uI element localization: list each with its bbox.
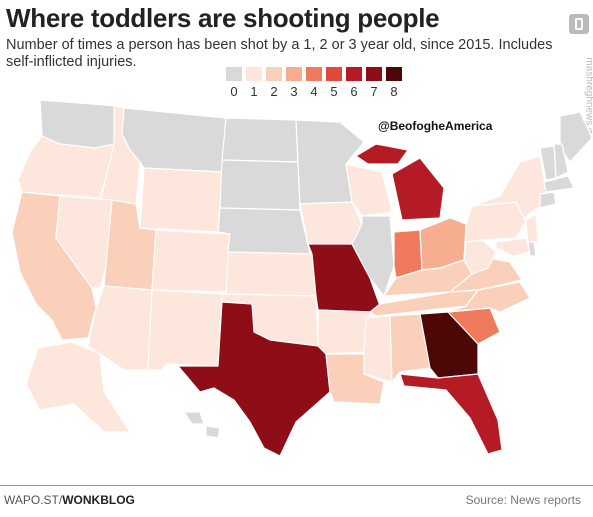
legend-swatch-6 — [346, 67, 362, 81]
state-ia — [299, 201, 363, 245]
footer-source-brand: WONKBLOG — [62, 493, 135, 507]
state-ct — [539, 191, 557, 209]
state-ms — [363, 315, 393, 383]
state-vt — [539, 145, 557, 181]
us-states-map — [11, 99, 593, 457]
legend-swatch-4 — [306, 67, 322, 81]
news-logo-icon — [569, 14, 589, 34]
state-ks — [225, 251, 317, 297]
state-md — [495, 237, 531, 257]
footer-divider — [0, 485, 593, 486]
state-pa — [465, 201, 527, 243]
state-mi — [355, 143, 445, 221]
legend-label-0: 0 — [230, 84, 238, 99]
legend-label-2: 2 — [270, 84, 278, 99]
state-tx — [177, 301, 331, 457]
state-al — [389, 313, 431, 383]
legend-swatch-7 — [366, 67, 382, 81]
state-wy — [139, 167, 223, 233]
legend-swatch-2 — [266, 67, 282, 81]
state-nm — [147, 289, 223, 371]
footer-credit: Source: News reports — [465, 493, 581, 507]
map-title: Where toddlers are shooting people — [6, 3, 440, 33]
state-ar — [317, 309, 371, 355]
legend-swatch-0 — [226, 67, 242, 81]
state-nj — [525, 213, 539, 247]
map-subtitle: Number of times a person has been shot b… — [6, 37, 553, 70]
state-de — [527, 241, 537, 257]
state-ne — [217, 207, 311, 255]
legend-label-6: 6 — [350, 84, 358, 99]
legend-label-4: 4 — [310, 84, 318, 99]
legend-swatch-8 — [386, 67, 402, 81]
legend-label-5: 5 — [330, 84, 338, 99]
footer-source-link[interactable]: WAPO.ST/WONKBLOG — [4, 493, 135, 507]
legend-swatch-5 — [326, 67, 342, 81]
legend-label-8: 8 — [390, 84, 398, 99]
state-co — [151, 229, 231, 293]
state-il — [351, 215, 395, 297]
state-fl — [399, 373, 503, 455]
state-nd — [221, 117, 299, 163]
legend-swatch-3 — [286, 67, 302, 81]
state-sd — [219, 159, 301, 211]
legend-label-1: 1 — [250, 84, 258, 99]
legend-label-3: 3 — [290, 84, 298, 99]
watermark-handle: @BeofogheAmerica — [378, 119, 493, 133]
state-ma — [543, 175, 575, 193]
state-hi — [183, 411, 221, 439]
footer-source-prefix: WAPO.ST/ — [4, 493, 63, 507]
legend-label-7: 7 — [370, 84, 378, 99]
state-ak — [25, 341, 131, 433]
state-me — [559, 111, 593, 163]
legend-swatch-1 — [246, 67, 262, 81]
state-wi — [345, 163, 393, 217]
